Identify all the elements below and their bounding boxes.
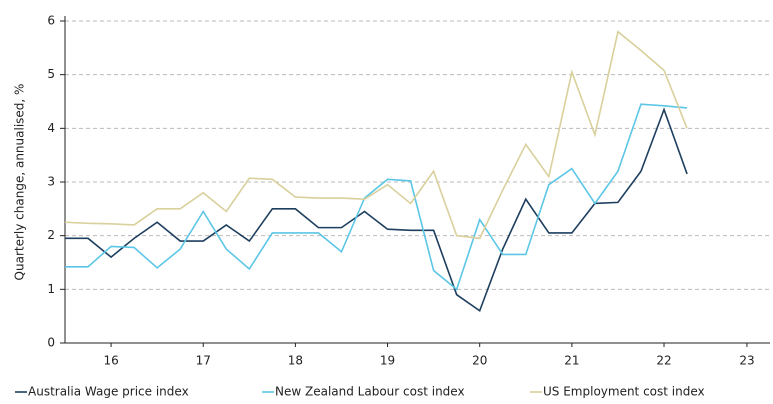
legend-label: Australia Wage price index — [28, 385, 189, 399]
x-tick-label: 17 — [196, 354, 211, 368]
y-tick-label: 3 — [47, 175, 55, 189]
y-axis-label: Quarterly change, annualised, % — [13, 84, 27, 281]
y-tick-label: 4 — [47, 121, 55, 135]
x-tick-label: 16 — [103, 354, 118, 368]
series-line — [64, 30, 688, 240]
legend-label: New Zealand Labour cost index — [275, 385, 465, 399]
series-line — [65, 103, 688, 291]
x-tick-label: 21 — [564, 354, 579, 368]
y-tick-label: 2 — [47, 228, 55, 242]
x-tick-label: 19 — [380, 354, 395, 368]
y-tick-label: 0 — [47, 336, 55, 350]
x-tick-label: 20 — [472, 354, 487, 368]
series-line — [65, 107, 688, 313]
x-tick-label: 23 — [739, 354, 754, 368]
x-tick-label: 18 — [288, 354, 303, 368]
x-tick-label: 22 — [656, 354, 671, 368]
y-tick-label: 5 — [47, 67, 55, 81]
y-tick-label: 6 — [47, 14, 55, 28]
y-tick-label: 1 — [47, 282, 55, 296]
legend-label: US Employment cost index — [543, 385, 705, 399]
